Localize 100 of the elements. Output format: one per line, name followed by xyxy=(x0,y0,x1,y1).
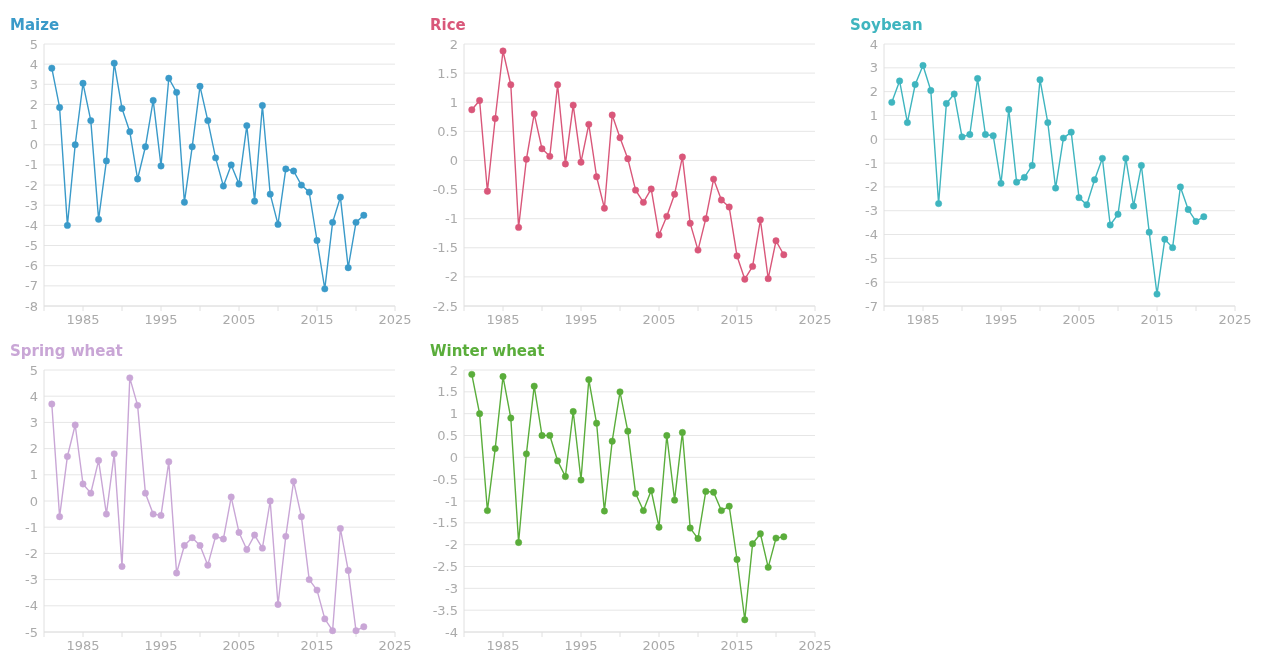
point xyxy=(1075,194,1083,202)
point xyxy=(251,197,259,205)
point xyxy=(180,198,188,206)
point xyxy=(352,218,360,226)
y-tick-label: 1 xyxy=(449,94,458,110)
chart-title: Winter wheat xyxy=(430,342,545,360)
point xyxy=(561,160,569,168)
point xyxy=(235,528,243,536)
point xyxy=(290,167,298,175)
y-tick-label: 4 xyxy=(869,36,878,52)
point xyxy=(235,180,243,188)
point xyxy=(87,489,95,497)
y-tick-label: 4 xyxy=(29,388,38,404)
point xyxy=(974,75,982,82)
point xyxy=(585,376,593,384)
y-tick-label: -5 xyxy=(865,250,878,266)
point xyxy=(515,539,523,546)
y-tick-label: -4 xyxy=(865,227,878,243)
point xyxy=(702,487,710,495)
y-tick-label: -3 xyxy=(445,580,458,596)
point xyxy=(1145,228,1153,236)
point xyxy=(258,102,266,109)
x-tick-label: 2005 xyxy=(222,312,256,327)
point xyxy=(71,141,79,149)
point xyxy=(212,154,220,162)
point xyxy=(1169,244,1177,252)
point xyxy=(56,104,64,111)
point xyxy=(1200,213,1208,221)
point xyxy=(126,374,134,382)
point xyxy=(266,497,274,505)
point xyxy=(896,77,904,85)
point xyxy=(56,513,64,521)
point xyxy=(639,198,647,206)
point xyxy=(600,204,608,212)
y-tick-label: -1 xyxy=(25,519,38,535)
y-tick-label: -2 xyxy=(445,537,458,553)
point xyxy=(48,400,56,408)
point xyxy=(282,165,290,173)
point xyxy=(243,546,251,553)
y-tick-label: -3.5 xyxy=(432,602,458,618)
point xyxy=(989,132,997,140)
point xyxy=(48,64,56,72)
x-tick-label: 2025 xyxy=(378,312,412,327)
point xyxy=(647,185,655,193)
point xyxy=(733,556,741,563)
chart-title: Spring wheat xyxy=(10,342,123,360)
y-tick-label: -1 xyxy=(865,155,878,171)
point xyxy=(141,489,149,497)
point xyxy=(204,561,212,569)
x-tick-label: 1985 xyxy=(66,312,100,327)
y-tick-label: -8 xyxy=(25,298,38,314)
x-tick-label: 2015 xyxy=(720,638,754,653)
point xyxy=(647,487,655,494)
point xyxy=(95,456,103,464)
point xyxy=(95,215,103,223)
point xyxy=(772,534,780,542)
y-tick-label: 3 xyxy=(869,60,878,76)
point xyxy=(546,432,554,439)
point xyxy=(63,221,71,229)
point xyxy=(686,524,694,532)
point xyxy=(655,231,663,239)
y-tick-label: 2 xyxy=(29,96,38,112)
point xyxy=(1122,154,1130,162)
point xyxy=(118,105,126,112)
point xyxy=(499,373,507,380)
point xyxy=(305,576,313,584)
point xyxy=(733,252,741,260)
point xyxy=(360,623,368,631)
point xyxy=(522,450,530,458)
point xyxy=(1020,173,1028,181)
point xyxy=(336,525,344,532)
point xyxy=(483,507,491,515)
point xyxy=(1044,119,1052,127)
chart-title: Soybean xyxy=(850,16,923,34)
point xyxy=(577,476,585,484)
point xyxy=(212,532,220,540)
point xyxy=(507,81,515,89)
point xyxy=(725,203,733,211)
y-tick-label: -5 xyxy=(25,238,38,254)
point xyxy=(1005,106,1013,113)
y-tick-label: -4 xyxy=(445,624,458,640)
point xyxy=(600,507,608,515)
point xyxy=(561,473,569,480)
point xyxy=(585,120,593,128)
y-tick-label: 0.5 xyxy=(437,123,458,139)
point xyxy=(243,122,251,130)
x-tick-label: 1995 xyxy=(144,312,178,327)
y-tick-label: 0 xyxy=(449,449,458,465)
x-tick-label: 2015 xyxy=(300,312,334,327)
x-tick-label: 2005 xyxy=(222,638,256,653)
y-tick-label: 2 xyxy=(869,84,878,100)
point xyxy=(749,262,757,270)
point xyxy=(569,101,577,109)
point xyxy=(63,453,71,460)
y-tick-label: 3 xyxy=(29,76,38,92)
point xyxy=(149,510,157,518)
point xyxy=(188,534,196,542)
point xyxy=(538,145,546,153)
x-tick-label: 1985 xyxy=(906,312,940,327)
y-tick-label: -0.5 xyxy=(432,182,458,198)
